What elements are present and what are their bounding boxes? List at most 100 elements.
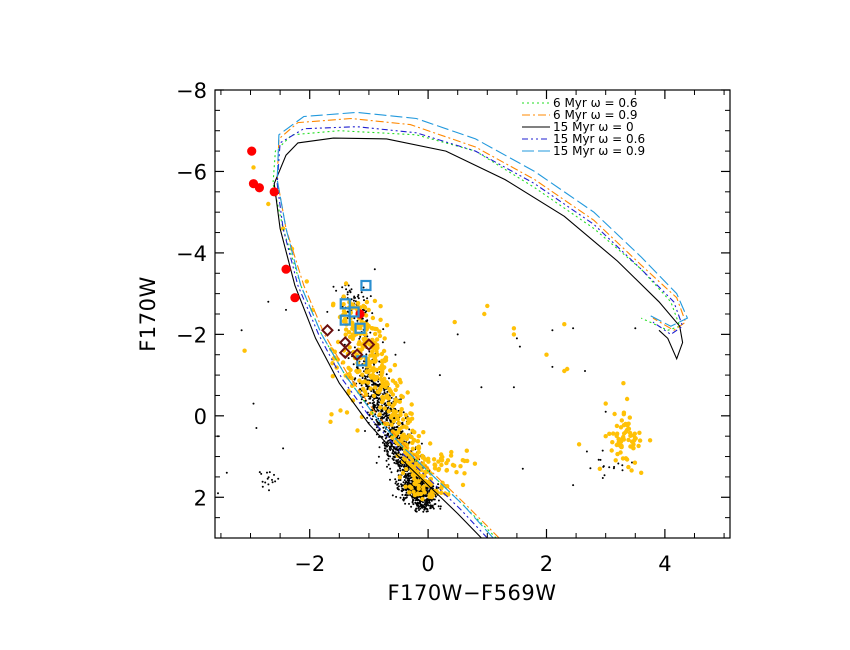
- yellow-star-point: [372, 326, 377, 331]
- yellow-star-point: [366, 307, 371, 313]
- black-star-point: [414, 501, 417, 504]
- yellow-star-point: [472, 461, 478, 466]
- yellow-star-point: [391, 408, 396, 414]
- black-star-point: [266, 477, 269, 480]
- black-star-point: [390, 471, 393, 474]
- black-star-point: [389, 407, 392, 410]
- black-star-point: [400, 489, 403, 492]
- black-star-point: [377, 409, 380, 412]
- yellow-star-point: [350, 336, 355, 341]
- black-star-point: [631, 461, 633, 464]
- yellow-star-point: [439, 462, 444, 468]
- yellow-star-point: [439, 490, 444, 495]
- yellow-star-point: [464, 448, 469, 453]
- yellow-star-point: [405, 420, 411, 426]
- black-star-point: [266, 471, 268, 474]
- black-star-point: [621, 469, 624, 472]
- yellow-star-point: [383, 382, 388, 387]
- black-star-point: [395, 428, 398, 431]
- yellow-star-point: [609, 448, 614, 453]
- yellow-star-point: [399, 407, 404, 412]
- x-tick-label: −2: [294, 552, 325, 576]
- yellow-star-point: [374, 337, 380, 342]
- yellow-star-point: [629, 468, 634, 473]
- yellow-star-point: [422, 490, 427, 495]
- black-star-point: [406, 482, 409, 485]
- black-star-point: [589, 467, 592, 470]
- dark-red-diamond-marker: [338, 346, 352, 360]
- black-star-point: [394, 482, 397, 485]
- black-star-point: [437, 505, 440, 508]
- yellow-star-point: [416, 479, 421, 484]
- black-star-point: [362, 295, 365, 298]
- black-star-point: [404, 473, 407, 475]
- black-star-point: [480, 386, 483, 389]
- black-star-point: [375, 397, 378, 400]
- yellow-star-point: [373, 358, 378, 363]
- black-star-point: [426, 502, 429, 505]
- yellow-star-point: [636, 443, 641, 449]
- yellow-star-point: [511, 332, 517, 337]
- black-star-point: [378, 446, 381, 449]
- y-tick-label: −6: [176, 160, 207, 184]
- black-star-point: [395, 480, 398, 483]
- yellow-star-point: [410, 446, 416, 451]
- black-star-point: [391, 427, 394, 429]
- yellow-star-point: [631, 446, 636, 451]
- yellow-star-point: [389, 422, 394, 427]
- black-star-point: [389, 449, 392, 451]
- yellow-star-point: [409, 402, 414, 407]
- yellow-star-point: [416, 444, 421, 449]
- yellow-star-point: [603, 434, 608, 439]
- black-star-point: [389, 441, 392, 444]
- black-star-point: [393, 446, 396, 449]
- black-star-point: [411, 495, 414, 498]
- yellow-star-point: [450, 462, 456, 468]
- black-star-point: [412, 503, 415, 506]
- black-star-point: [369, 331, 372, 334]
- yellow-star-point: [383, 355, 389, 360]
- black-star-point: [383, 442, 386, 445]
- yellow-star-point: [350, 323, 356, 328]
- yellow-star-point: [429, 490, 434, 495]
- yellow-star-point: [397, 377, 402, 382]
- black-star-point: [385, 414, 388, 417]
- black-star-point: [407, 475, 410, 478]
- yellow-star-point: [372, 376, 377, 381]
- black-star-point: [401, 463, 404, 466]
- yellow-star-point: [397, 426, 402, 432]
- black-star-point: [388, 435, 391, 438]
- black-star-point: [383, 391, 386, 394]
- yellow-star-point: [370, 315, 376, 321]
- black-star-point: [608, 466, 611, 469]
- yellow-star-point: [379, 351, 385, 357]
- black-star-point: [372, 415, 374, 418]
- black-star-point: [372, 406, 375, 409]
- yellow-star-point: [415, 491, 420, 496]
- black-star-point: [408, 472, 411, 475]
- black-star-point: [383, 444, 386, 447]
- y-tick-label: −8: [176, 79, 207, 103]
- yellow-star-point: [409, 416, 415, 421]
- yellow-star-point: [335, 339, 341, 345]
- black-star-point: [402, 489, 405, 492]
- black-star-point: [362, 286, 365, 289]
- isochrone-line-5: [276, 111, 689, 538]
- yellow-star-point: [382, 376, 387, 381]
- black-star-point: [420, 442, 423, 445]
- yellow-star-point: [393, 399, 398, 404]
- black-star-point: [424, 501, 427, 503]
- black-star-point: [402, 498, 405, 501]
- legend-label-2: 6 Myr ω = 0.9: [553, 108, 637, 122]
- yellow-star-point: [615, 451, 620, 457]
- black-star-point: [384, 402, 387, 405]
- black-star-point: [385, 419, 388, 421]
- black-star-point: [267, 300, 270, 303]
- black-star-point: [400, 483, 403, 486]
- black-star-point: [369, 397, 372, 400]
- black-star-point: [387, 442, 390, 445]
- yellow-star-point: [411, 489, 416, 494]
- yellow-star-point: [378, 304, 383, 309]
- black-star-point: [613, 465, 616, 468]
- yellow-star-point: [448, 453, 454, 458]
